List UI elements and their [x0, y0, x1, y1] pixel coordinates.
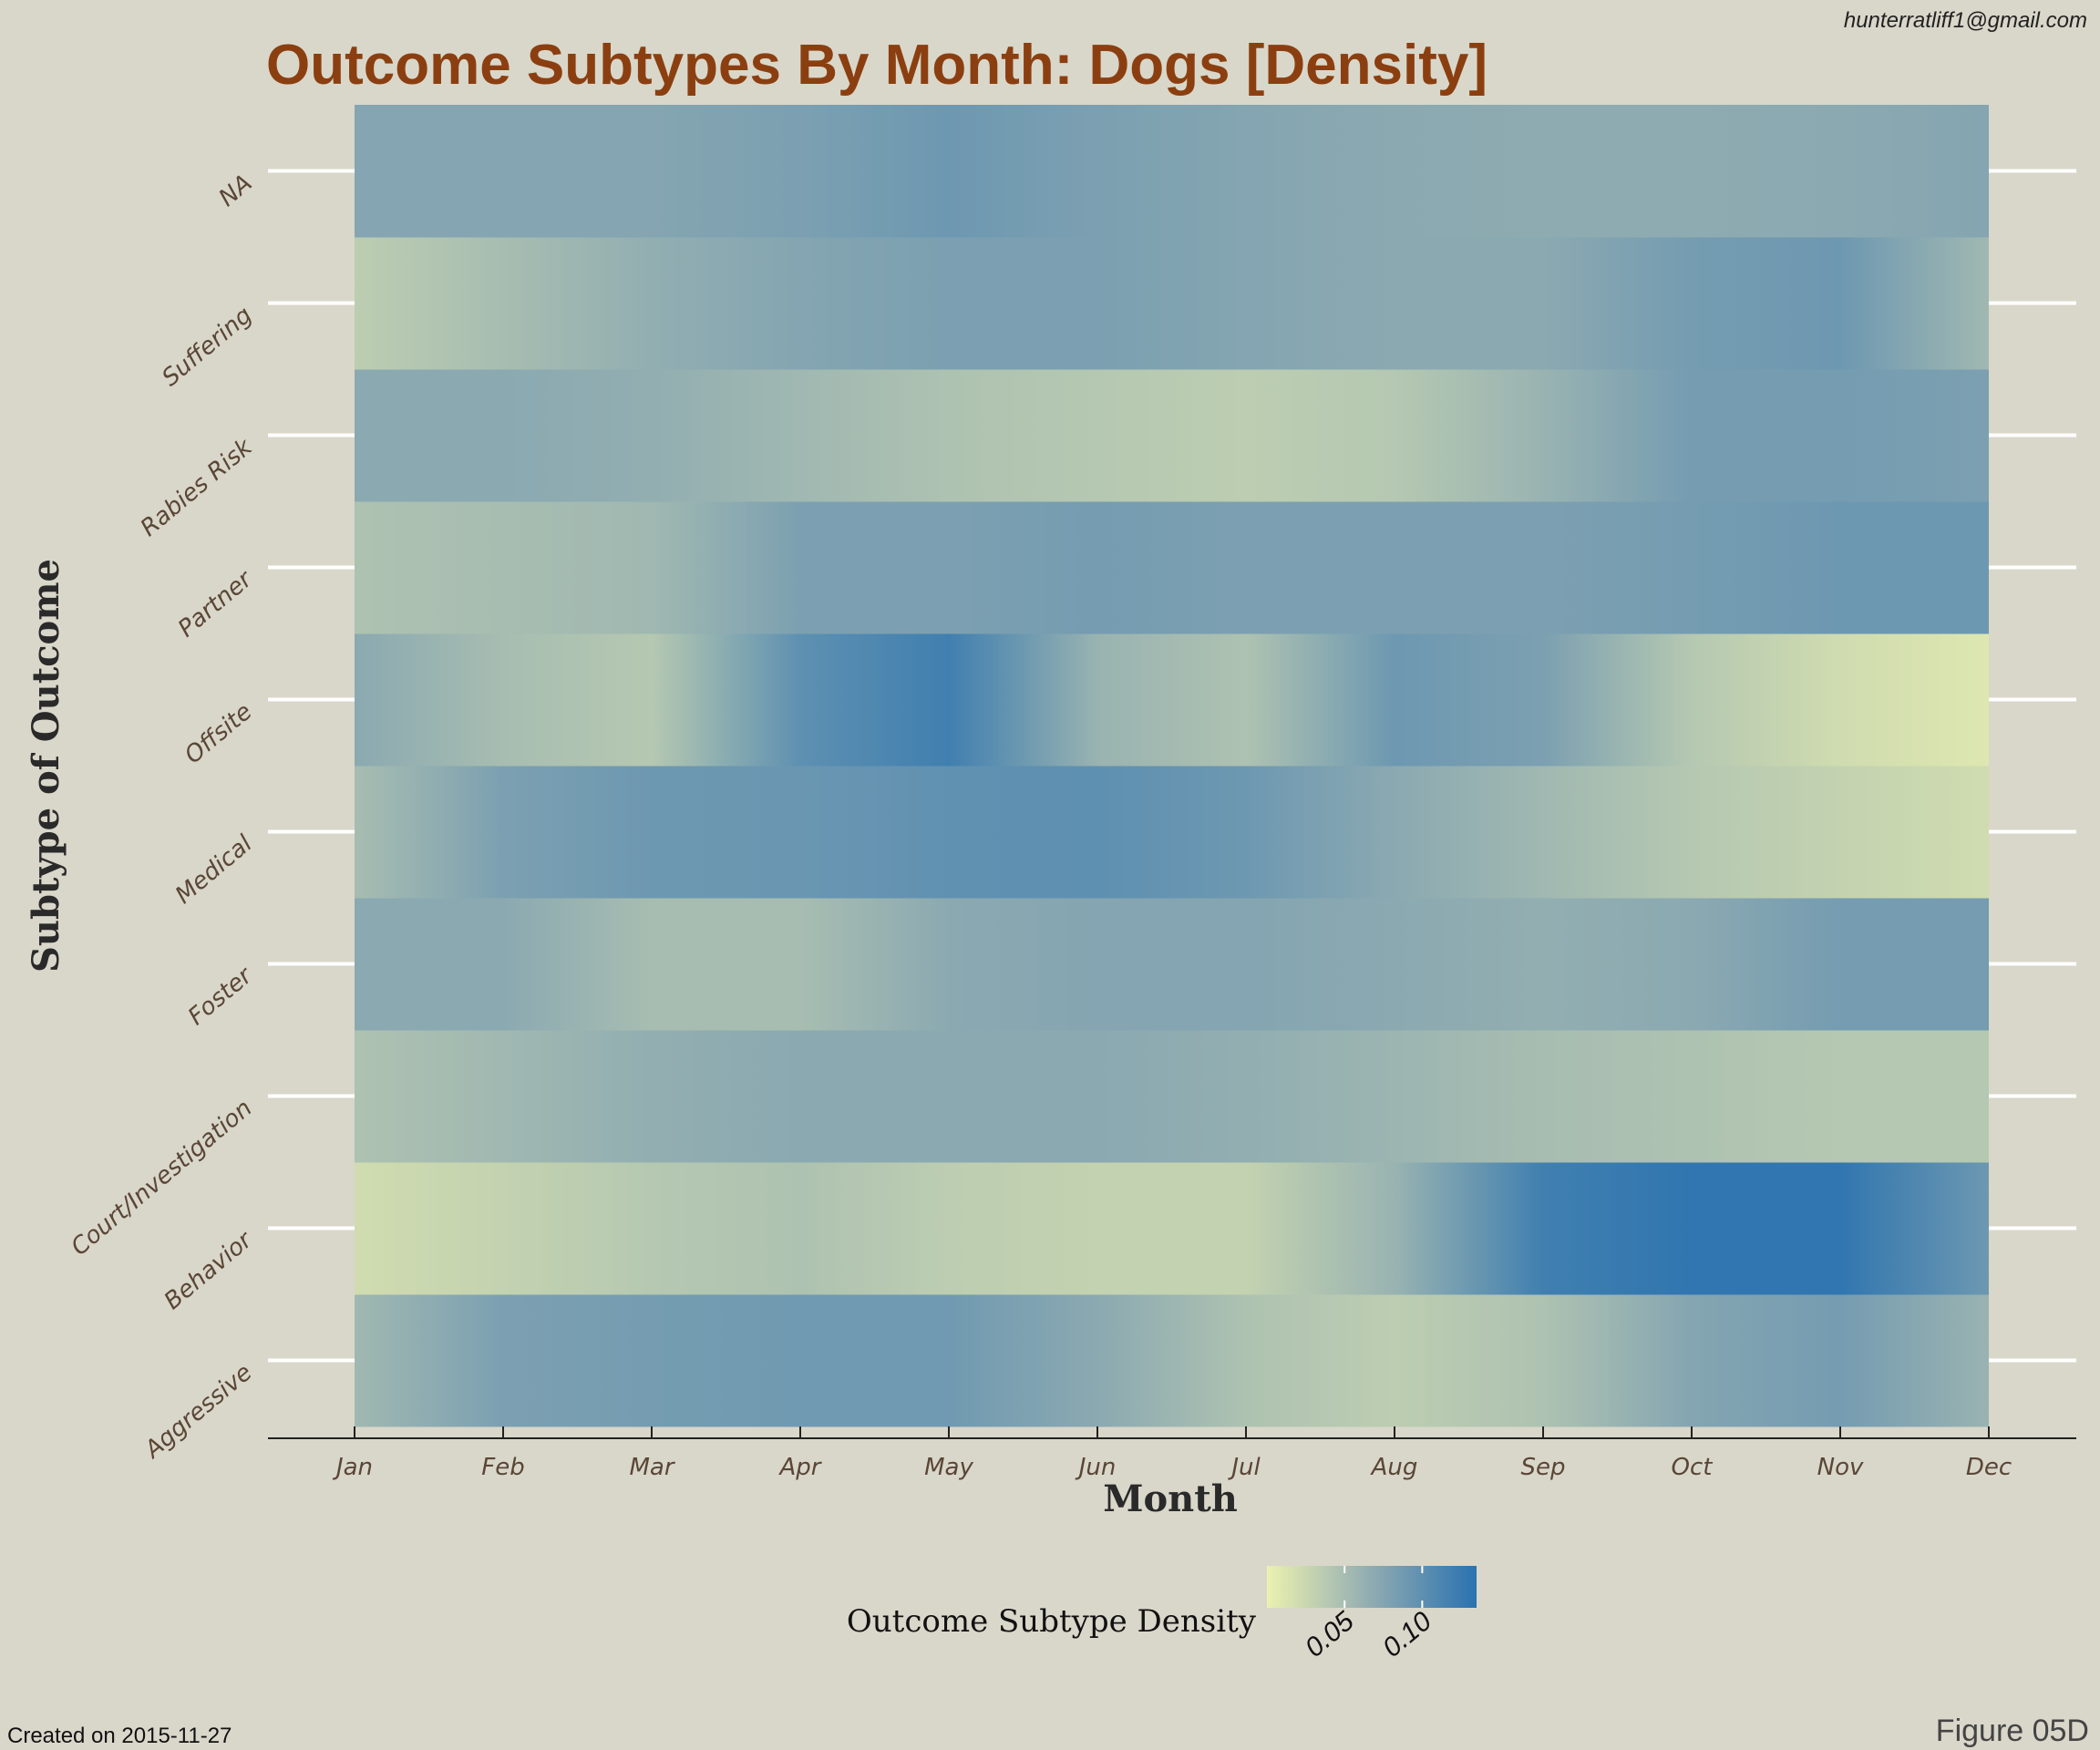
legend-tick-label: 0.10 — [1377, 1606, 1437, 1663]
heatmap-row-behavior — [355, 1162, 1989, 1295]
legend-tick-label: 0.05 — [1300, 1606, 1360, 1663]
y-axis-ticks: AggressiveBehaviorCourt/InvestigationFos… — [67, 170, 260, 1465]
y-tick-label: Foster — [183, 961, 259, 1031]
y-tick-label: Offsite — [180, 698, 257, 769]
figure-label: Figure 05D — [1936, 1714, 2089, 1748]
heatmap-row-suffering — [355, 237, 1989, 370]
y-tick-label: Medical — [170, 829, 258, 910]
heatmap-row-rabies-risk — [355, 369, 1989, 502]
y-tick-label: Aggressive — [139, 1359, 258, 1465]
x-tick-label: Feb — [481, 1454, 524, 1481]
heatmap-row-medical — [355, 766, 1989, 899]
x-tick-label: Mar — [629, 1454, 675, 1481]
author-email: hunterratliff1@gmail.com — [1844, 8, 2087, 33]
created-date: Created on 2015-11-27 — [7, 1724, 232, 1748]
x-tick-label: Apr — [778, 1454, 823, 1481]
x-tick-label: Nov — [1817, 1454, 1864, 1481]
x-tick-label: May — [924, 1454, 973, 1481]
x-axis-title: Month — [1103, 1477, 1238, 1520]
x-tick-label: Oct — [1672, 1454, 1714, 1481]
y-axis-title: Subtype of Outcome — [25, 559, 67, 973]
heatmap-row-aggressive — [355, 1294, 1989, 1427]
y-tick-label: Partner — [173, 564, 259, 643]
y-tick-label: Behavior — [160, 1225, 259, 1315]
x-tick-label: Dec — [1966, 1454, 2012, 1481]
color-legend: Outcome Subtype Density 0.05 0.10 — [847, 1566, 1477, 1663]
x-axis-ticks: Jan Feb Mar Apr May Jun Jul Aug Sep Oct Nov Dec — [332, 1426, 2012, 1481]
legend-colorbar — [1267, 1566, 1477, 1608]
y-gridlines — [268, 169, 2076, 1363]
x-tick-label: Jan — [332, 1454, 373, 1481]
y-tick-label: Suffering — [157, 302, 257, 392]
legend-title: Outcome Subtype Density — [847, 1603, 1257, 1640]
x-tick-label: Aug — [1370, 1454, 1418, 1481]
heatmap-row-foster — [355, 898, 1989, 1031]
heatmap-row-offsite — [355, 633, 1989, 767]
chart-title: Outcome Subtypes By Month: Dogs [Density… — [266, 34, 1488, 97]
x-tick-label: Jun — [1075, 1454, 1117, 1481]
y-tick-label: NA — [214, 170, 258, 212]
heatmap-rows — [355, 105, 1989, 1427]
x-tick-label: Sep — [1520, 1454, 1565, 1481]
y-tick-label: Rabies Risk — [136, 433, 258, 542]
heatmap-row-na — [355, 105, 1989, 238]
heatmap-row-court-investigation — [355, 1030, 1989, 1163]
x-tick-label: Jul — [1227, 1454, 1261, 1481]
heatmap-row-partner — [355, 501, 1989, 634]
